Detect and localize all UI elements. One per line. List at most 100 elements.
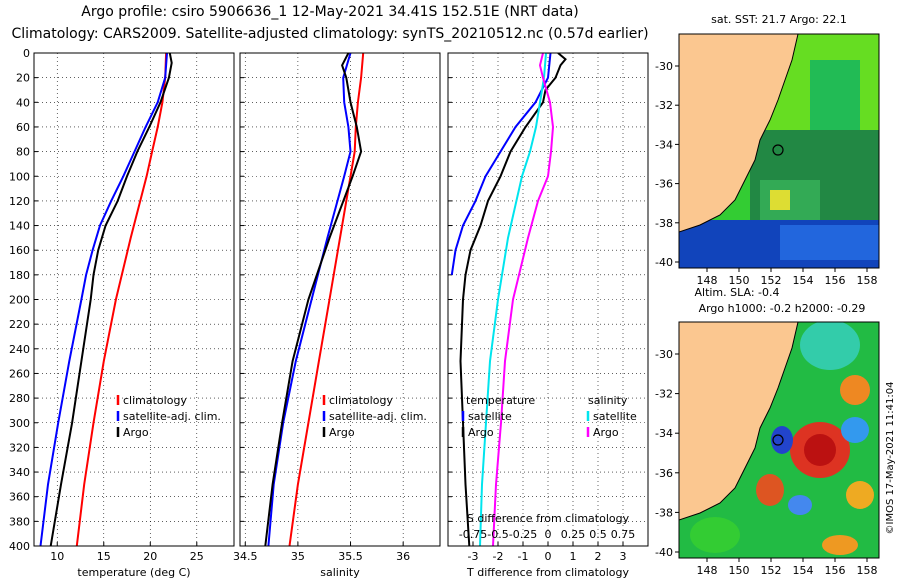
x-tick-label: 25 <box>190 550 204 563</box>
x-tick-label: 0 <box>545 550 552 563</box>
series-line-s-argo <box>492 53 555 546</box>
y-tick-label: 340 <box>9 466 30 479</box>
lon-tick-label: 150 <box>729 274 750 287</box>
x-axis-label: temperature (deg C) <box>77 566 190 579</box>
lon-tick-label: 158 <box>857 564 878 577</box>
x-tick-label: 1 <box>570 550 577 563</box>
plot-frame <box>447 52 649 547</box>
salinity-panel: 34.5 35 35.5 36 salinity climatology satellite… <box>233 52 441 579</box>
x-tick-label: 20 <box>143 550 157 563</box>
figure-title-line1: Argo profile: csiro 5906636_1 12-May-202… <box>81 4 579 20</box>
series-line-s-satellite <box>479 53 547 546</box>
sla-map-land <box>679 322 799 521</box>
lat-tick-label: -32 <box>655 99 673 112</box>
x-tick-label: 34.5 <box>233 550 258 563</box>
y-tick-label: 80 <box>16 146 30 159</box>
lon-tick-label: 158 <box>857 274 878 287</box>
y-tick-label: 380 <box>9 515 30 528</box>
sla-map: Altim. SLA: -0.4 Argo h1000: -0.2 h2000:… <box>655 286 880 577</box>
y-tick-label: 240 <box>9 343 30 356</box>
x-tick-label: 15 <box>97 550 111 563</box>
lat-tick-label: -34 <box>655 138 673 151</box>
y-tick-label: 60 <box>16 121 30 134</box>
x-tick-label: -1 <box>518 550 529 563</box>
lat-tick-label: -32 <box>655 388 673 401</box>
legend-label: Argo <box>123 426 149 439</box>
lon-tick-label: 150 <box>729 564 750 577</box>
x-tick-label: 3 <box>620 550 627 563</box>
lat-tick-label: -38 <box>655 217 673 230</box>
y-tick-label: 320 <box>9 441 30 454</box>
plot-frame <box>33 52 235 547</box>
lon-tick-label: 154 <box>793 274 814 287</box>
sst-map-land <box>679 34 799 233</box>
lat-tick-label: -30 <box>655 348 673 361</box>
y-tick-label: 300 <box>9 417 30 430</box>
s-difference-tick-label: -0.5 <box>487 528 508 541</box>
y-tick-label: 200 <box>9 294 30 307</box>
y-tick-label: 120 <box>9 195 30 208</box>
lat-tick-label: -34 <box>655 427 673 440</box>
sst-map: sat. SST: 21.7 Argo: 22.1 -30 -32 -34 -36 -3… <box>655 13 880 287</box>
legend-title-salinity: salinity <box>588 394 628 407</box>
x-tick-label: 36 <box>396 550 410 563</box>
s-difference-tick-label: 0 <box>545 528 552 541</box>
lon-tick-label: 148 <box>697 564 718 577</box>
figure-title-line2: Climatology: CARS2009. Satellite-adjuste… <box>11 26 649 42</box>
legend-title-temperature: temperature <box>466 394 535 407</box>
s-difference-tick-label: 0.75 <box>611 528 636 541</box>
y-tick-label: 40 <box>16 96 30 109</box>
plot-frame <box>239 52 441 547</box>
series-line-argo <box>49 53 173 546</box>
s-difference-tick-label: 0.5 <box>589 528 607 541</box>
y-tick-label: 160 <box>9 244 30 257</box>
legend-label: satellite <box>593 410 637 423</box>
imos-watermark: ©IMOS 17-May-2021 11:41:04 <box>885 382 896 535</box>
temperature-panel: 0 20 40 60 80 100 120 140 160 180 200 220 240 260 280 3… <box>9 47 235 579</box>
legend-label: satellite-adj. clim. <box>329 410 427 423</box>
sla-map-title1: Altim. SLA: -0.4 <box>694 286 779 299</box>
y-tick-label: 280 <box>9 392 30 405</box>
y-tick-label: 260 <box>9 367 30 380</box>
legend-label: Argo <box>593 426 619 439</box>
lat-tick-label: -40 <box>655 256 673 269</box>
series-line-t-argo <box>459 53 567 546</box>
y-tick-label: 400 <box>9 540 30 553</box>
difference-panel: -3 -2 -1 0 1 2 3 T difference from climatology t… <box>447 52 649 579</box>
x-axis-label: T difference from climatology <box>466 566 629 579</box>
x-tick-label: -3 <box>468 550 479 563</box>
series-line-satellite-adj-clim- <box>39 53 168 546</box>
y-tick-label: 180 <box>9 269 30 282</box>
series-line-climatology <box>288 53 365 546</box>
lon-tick-label: 156 <box>825 564 846 577</box>
lat-tick-label: -38 <box>655 506 673 519</box>
x-tick-label: 35 <box>291 550 305 563</box>
lon-tick-label: 156 <box>825 274 846 287</box>
x-axis-label: salinity <box>320 566 360 579</box>
lon-tick-label: 152 <box>761 274 782 287</box>
legend-label: Argo <box>468 426 494 439</box>
sla-map-title2: Argo h1000: -0.2 h2000: -0.29 <box>699 302 866 315</box>
sst-map-float-marker <box>772 144 784 156</box>
lon-tick-label: 152 <box>761 564 782 577</box>
y-tick-label: 20 <box>16 72 30 85</box>
sst-map-title: sat. SST: 21.7 Argo: 22.1 <box>711 13 847 26</box>
lon-tick-label: 148 <box>697 274 718 287</box>
lat-tick-label: -36 <box>655 467 673 480</box>
x-tick-label: 10 <box>50 550 64 563</box>
legend-label: satellite <box>468 410 512 423</box>
legend-label: climatology <box>123 394 187 407</box>
lat-tick-label: -36 <box>655 178 673 191</box>
y-tick-label: 140 <box>9 220 30 233</box>
lon-tick-label: 154 <box>793 564 814 577</box>
y-tick-label: 100 <box>9 170 30 183</box>
s-difference-axis-label: S difference from climatology <box>467 512 630 525</box>
y-tick-label: 360 <box>9 491 30 504</box>
series-line-t-satellite <box>450 53 552 276</box>
series-line-argo <box>264 53 363 546</box>
x-tick-label: -2 <box>493 550 504 563</box>
legend-label: satellite-adj. clim. <box>123 410 221 423</box>
x-tick-label: 35.5 <box>338 550 363 563</box>
sla-map-float-marker <box>772 434 784 446</box>
s-difference-tick-label: 0.25 <box>561 528 586 541</box>
